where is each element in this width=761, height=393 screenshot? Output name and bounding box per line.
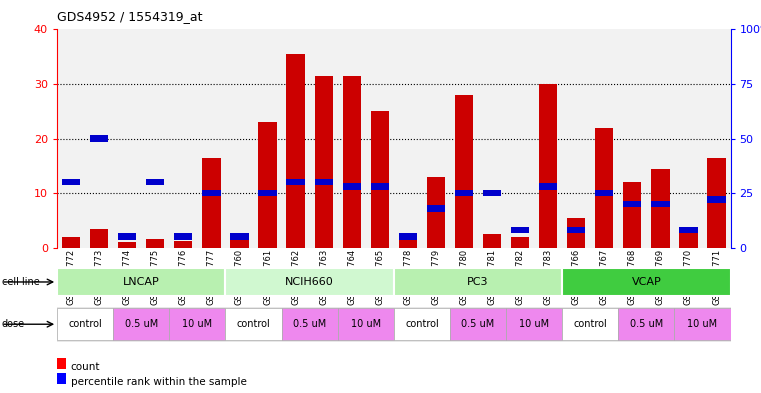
Text: 0.5 uM: 0.5 uM (461, 319, 495, 329)
Bar (567, 218, 585, 248)
Bar (169, 308, 225, 340)
Bar (511, 227, 529, 233)
Text: 10 uM: 10 uM (183, 319, 212, 329)
Bar (231, 233, 249, 240)
Bar (342, 76, 361, 248)
Bar (62, 179, 80, 185)
Bar (450, 308, 506, 340)
Bar (231, 239, 249, 248)
Text: percentile rank within the sample: percentile rank within the sample (71, 377, 247, 387)
Bar (314, 179, 333, 185)
Bar (651, 201, 670, 207)
Bar (314, 76, 333, 248)
Bar (623, 201, 642, 207)
Bar (674, 308, 731, 340)
Text: dose: dose (2, 319, 24, 329)
Bar (539, 183, 557, 190)
Bar (202, 190, 221, 196)
Text: cell line: cell line (2, 277, 40, 287)
Bar (427, 205, 445, 211)
Bar (282, 308, 338, 340)
Bar (595, 190, 613, 196)
Bar (118, 233, 136, 240)
Bar (371, 111, 389, 248)
Bar (286, 54, 304, 248)
Text: control: control (573, 319, 607, 329)
Bar (708, 158, 726, 248)
Bar (174, 233, 193, 240)
Bar (567, 227, 585, 233)
Bar (651, 169, 670, 248)
Bar (342, 183, 361, 190)
Bar (286, 179, 304, 185)
Bar (562, 308, 618, 340)
Text: control: control (405, 319, 439, 329)
Bar (371, 183, 389, 190)
Bar (680, 227, 698, 233)
Bar (623, 182, 642, 248)
Text: count: count (71, 362, 100, 373)
Bar (595, 128, 613, 248)
Bar (259, 190, 277, 196)
Text: GDS4952 / 1554319_at: GDS4952 / 1554319_at (57, 10, 202, 23)
Bar (393, 308, 450, 340)
Bar (399, 237, 417, 248)
Bar (146, 239, 164, 248)
Text: LNCAP: LNCAP (123, 277, 160, 287)
Text: 10 uM: 10 uM (519, 319, 549, 329)
Bar (90, 135, 108, 142)
Bar (62, 237, 80, 248)
Bar (146, 179, 164, 185)
Bar (708, 196, 726, 203)
Bar (90, 228, 108, 248)
Bar (427, 177, 445, 248)
Text: control: control (68, 319, 102, 329)
Text: NCIH660: NCIH660 (285, 277, 334, 287)
Bar (618, 308, 674, 340)
Text: control: control (237, 319, 270, 329)
Bar (225, 268, 394, 296)
Bar (399, 233, 417, 240)
Bar (562, 268, 731, 296)
Bar (455, 95, 473, 248)
Text: 0.5 uM: 0.5 uM (293, 319, 326, 329)
Text: 10 uM: 10 uM (687, 319, 718, 329)
Bar (174, 241, 193, 248)
Bar (393, 268, 562, 296)
Bar (455, 190, 473, 196)
Text: 10 uM: 10 uM (351, 319, 380, 329)
Bar (483, 234, 501, 248)
Bar (225, 308, 282, 340)
Bar (483, 190, 501, 196)
Bar (539, 84, 557, 248)
Bar (202, 158, 221, 248)
Bar (113, 308, 169, 340)
Text: PC3: PC3 (467, 277, 489, 287)
Bar (57, 308, 113, 340)
Bar (511, 237, 529, 248)
Bar (506, 308, 562, 340)
Bar (338, 308, 393, 340)
Text: 0.5 uM: 0.5 uM (125, 319, 158, 329)
Bar (118, 242, 136, 248)
Text: VCAP: VCAP (632, 277, 661, 287)
Bar (680, 228, 698, 248)
Bar (259, 122, 277, 248)
Bar (57, 268, 225, 296)
Text: 0.5 uM: 0.5 uM (630, 319, 663, 329)
